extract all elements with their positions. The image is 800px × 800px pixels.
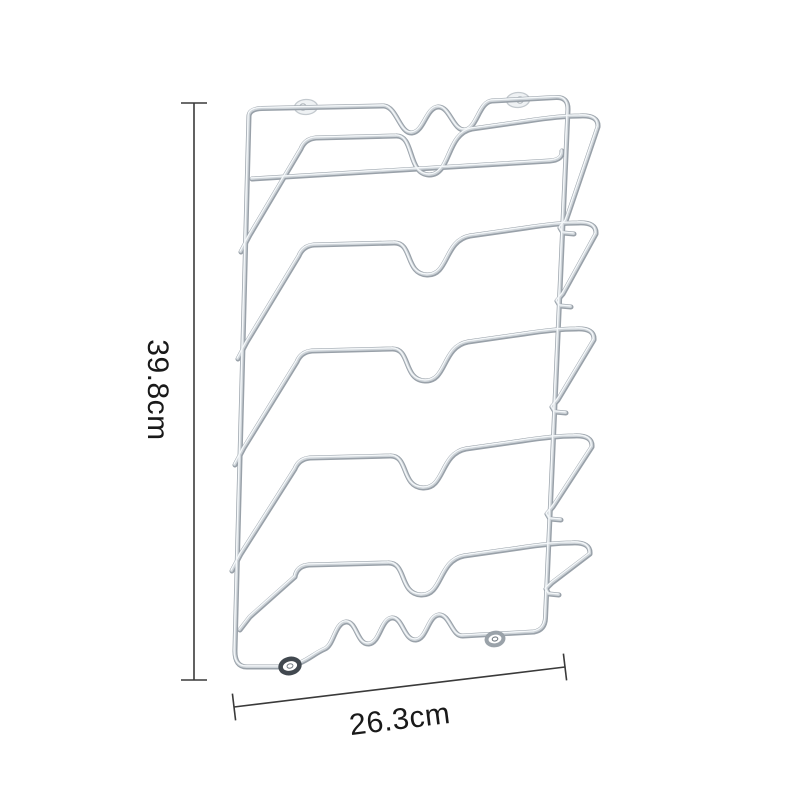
rack-tier-1 <box>239 114 598 252</box>
width-dimension-label: 26.3cm <box>348 697 453 742</box>
rack-tier-1 <box>239 113 600 253</box>
rack-tier-3 <box>233 327 594 465</box>
rack-tier-5 <box>238 540 592 631</box>
rack-tier-3 <box>235 329 594 465</box>
grommet-hole-icon <box>491 636 499 642</box>
rack-tier-2 <box>236 221 596 359</box>
height-dimension: 39.8cm <box>141 102 207 681</box>
width-dimension-tick-left <box>231 693 237 721</box>
width-dimension-line <box>233 666 566 708</box>
rack-tier-5 <box>240 543 590 630</box>
width-dimension-tick-right <box>562 653 568 681</box>
rack-tier-4 <box>232 436 592 571</box>
rack-tier-2 <box>236 220 598 360</box>
rack-tier-4 <box>230 433 594 572</box>
rack-tier-5 <box>238 541 590 630</box>
rack-tier-1 <box>241 116 598 252</box>
rack-tier-2 <box>238 223 596 359</box>
rack-tier-4 <box>230 434 592 571</box>
grommet-right <box>484 630 506 648</box>
grommet-hole-icon <box>286 663 294 669</box>
rack-tier-3 <box>233 326 596 466</box>
height-dimension-label: 39.8cm <box>141 339 174 440</box>
grommet-left <box>278 656 302 676</box>
